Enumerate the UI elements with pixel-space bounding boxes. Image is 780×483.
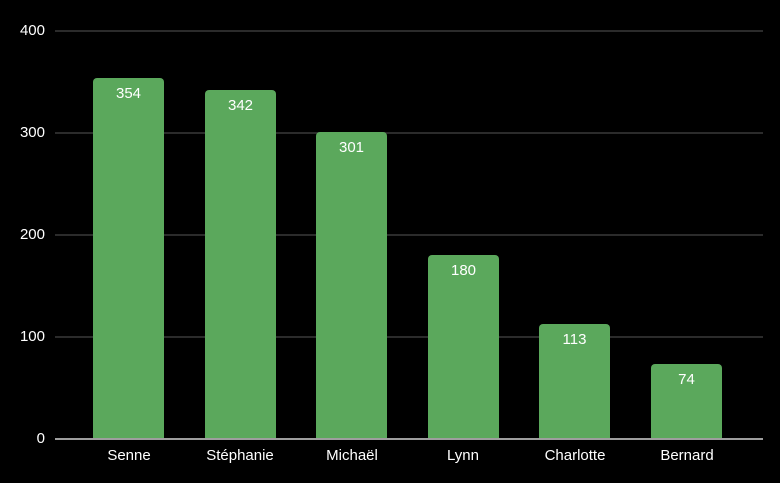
- bar-value-label-lynn: 180: [450, 262, 477, 279]
- bar-value-label-bernard: 74: [678, 371, 695, 388]
- x-axis-category-label-senne: Senne: [107, 447, 151, 464]
- y-axis-tick-label-100: 100: [19, 328, 45, 345]
- bar-value-label-charlotte: 113: [562, 331, 587, 348]
- y-axis-tick-label-0: 0: [36, 430, 45, 447]
- x-axis-category-label-charlotte: Charlotte: [544, 447, 606, 464]
- x-axis-line: [55, 438, 763, 440]
- gridline-y-200: [55, 234, 763, 236]
- x-axis-category-label-stephanie: Stéphanie: [206, 447, 274, 464]
- x-axis-category-label-michael: Michaël: [326, 447, 378, 464]
- y-axis-tick-label-300: 300: [19, 124, 45, 141]
- bar-bernard[interactable]: 74: [651, 364, 722, 439]
- bar-michael[interactable]: 301: [316, 132, 387, 439]
- x-axis-category-label-lynn: Lynn: [447, 447, 479, 464]
- x-axis-category-label-bernard: Bernard: [660, 447, 714, 464]
- gridline-y-100: [55, 336, 763, 338]
- bar-charlotte[interactable]: 113: [539, 324, 610, 439]
- y-axis-tick-label-200: 200: [19, 226, 45, 243]
- y-axis-tick-label-400: 400: [19, 22, 45, 39]
- bar-stephanie[interactable]: 342: [205, 90, 276, 439]
- bar-value-label-stephanie: 342: [227, 97, 254, 114]
- bar-lynn[interactable]: 180: [428, 255, 499, 439]
- gridline-y-300: [55, 132, 763, 134]
- bar-value-label-michael: 301: [338, 139, 365, 156]
- bar-senne[interactable]: 354: [93, 78, 164, 439]
- gridline-y-400: [55, 30, 763, 32]
- bar-value-label-senne: 354: [115, 85, 142, 102]
